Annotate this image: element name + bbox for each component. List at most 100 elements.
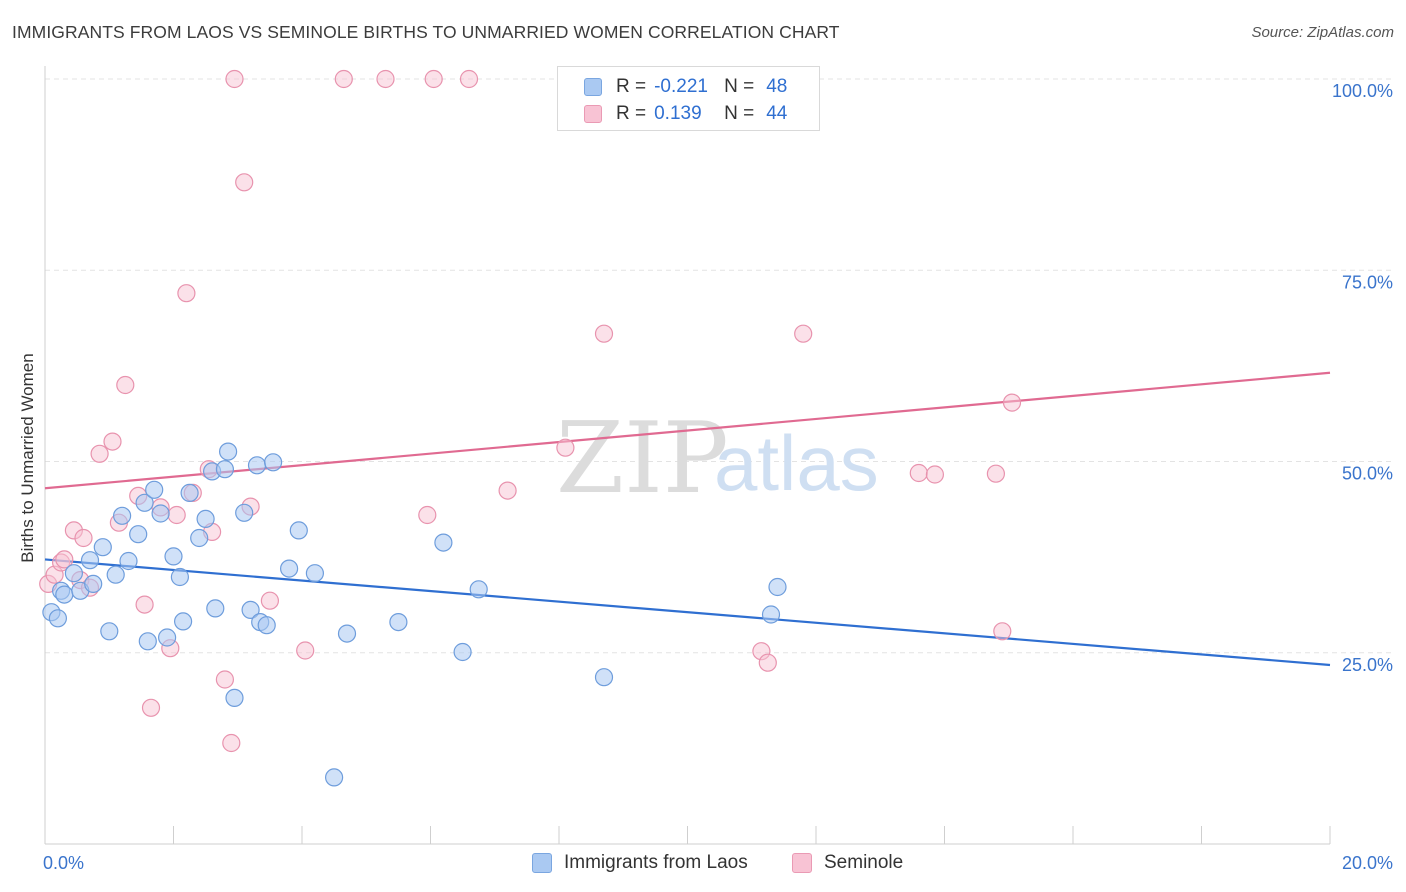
point-seminole (986, 464, 1006, 483)
point-laos (138, 632, 157, 651)
point-laos (225, 688, 244, 708)
y-tick-label: 100.0% (1332, 81, 1393, 101)
point-laos (119, 551, 138, 571)
point-laos (64, 564, 84, 583)
point-seminole (424, 69, 443, 89)
chart-title: IMMIGRANTS FROM LAOS VS SEMINOLE BIRTHS … (12, 22, 840, 42)
legend-n-label: N = (724, 76, 755, 97)
point-seminole (90, 444, 109, 463)
point-seminole (418, 505, 437, 525)
legend-label-laos: Immigrants from Laos (564, 852, 748, 873)
point-seminole (459, 69, 479, 89)
point-seminole (74, 528, 93, 548)
point-seminole (296, 641, 315, 660)
point-laos (145, 480, 164, 499)
grid-lines (45, 78, 1393, 654)
x-tick-label: 20.0% (1342, 853, 1393, 873)
point-seminole (260, 591, 279, 610)
point-laos (129, 525, 148, 544)
point-laos (389, 612, 408, 632)
stats-legend: R = -0.221 N = 48 R = 0.139 N = 44 (557, 66, 820, 131)
point-seminole (993, 622, 1012, 641)
point-laos (305, 564, 324, 583)
point-seminole (758, 653, 777, 672)
point-laos (158, 628, 177, 647)
point-seminole (1002, 393, 1022, 412)
source-label: Source: ZipAtlas.com (1251, 24, 1394, 41)
watermark-zip: ZIP (556, 402, 729, 516)
point-laos (106, 565, 125, 584)
legend-r-value-seminole: 0.139 (654, 103, 702, 124)
point-seminole (55, 550, 74, 569)
y-tick-label: 25.0% (1342, 655, 1393, 675)
point-seminole (594, 324, 614, 343)
point-laos (594, 668, 614, 687)
point-laos (761, 605, 781, 624)
watermark: ZIP atlas (556, 402, 879, 516)
point-laos (289, 521, 308, 540)
legend-item-seminole[interactable]: Seminole (792, 852, 903, 874)
point-seminole (376, 69, 395, 89)
legend-r-label: R = (616, 103, 647, 124)
point-seminole (135, 595, 154, 614)
point-seminole (116, 375, 135, 395)
point-laos (93, 538, 112, 557)
legend-swatch-seminole (584, 105, 602, 123)
point-laos (180, 483, 199, 502)
point-laos (337, 624, 357, 643)
point-seminole (909, 463, 928, 483)
point-seminole (167, 505, 186, 525)
point-laos (768, 577, 787, 597)
point-seminole (141, 698, 161, 717)
legend-row-laos: R = -0.221 N = 48 (584, 74, 787, 100)
point-laos (100, 622, 119, 641)
legend-label-seminole: Seminole (824, 852, 904, 873)
point-laos (206, 599, 225, 618)
legend-row-seminole: R = 0.139 N = 44 (584, 101, 787, 127)
point-laos (469, 580, 488, 599)
point-laos (135, 493, 154, 512)
legend-n-label: N = (724, 103, 755, 124)
legend-r-value-laos: -0.221 (654, 76, 708, 97)
trend-line-laos (44, 558, 1331, 667)
point-seminole (498, 481, 517, 500)
watermark-atlas: atlas (714, 419, 879, 507)
point-laos (112, 506, 132, 525)
point-laos (241, 600, 260, 620)
point-laos (434, 533, 453, 552)
point-laos (84, 574, 103, 594)
point-laos (264, 453, 283, 472)
point-laos (196, 509, 215, 529)
tick-labels: 25.0% 50.0% 75.0% 100.0% 0.0% 20.0% (43, 81, 1393, 873)
point-seminole (925, 465, 945, 484)
point-laos (80, 551, 100, 570)
point-laos (55, 585, 74, 604)
point-laos (235, 503, 254, 522)
point-seminole (556, 438, 575, 457)
series-legend: Immigrants from Laos Seminole (0, 852, 1406, 878)
point-laos (453, 642, 472, 662)
point-laos (151, 504, 170, 523)
point-seminole (334, 69, 353, 89)
point-laos (257, 616, 276, 635)
x-tick-label: 0.0% (43, 853, 84, 873)
y-tick-label: 50.0% (1342, 464, 1393, 484)
legend-swatch-laos (584, 78, 602, 96)
point-laos (170, 567, 189, 587)
legend-n-value-laos: 48 (766, 76, 788, 97)
point-laos (215, 460, 234, 479)
legend-n-value-seminole: 44 (766, 103, 788, 124)
point-seminole (103, 432, 122, 451)
point-laos (190, 528, 209, 548)
legend-r-label: R = (616, 76, 647, 97)
legend-item-laos[interactable]: Immigrants from Laos (532, 852, 748, 874)
point-seminole (177, 284, 196, 303)
point-laos (174, 612, 193, 631)
point-seminole (225, 69, 244, 89)
point-laos (219, 442, 238, 461)
point-laos (325, 768, 344, 787)
y-tick-label: 75.0% (1342, 272, 1393, 292)
point-laos (280, 559, 299, 578)
point-seminole (215, 670, 234, 689)
